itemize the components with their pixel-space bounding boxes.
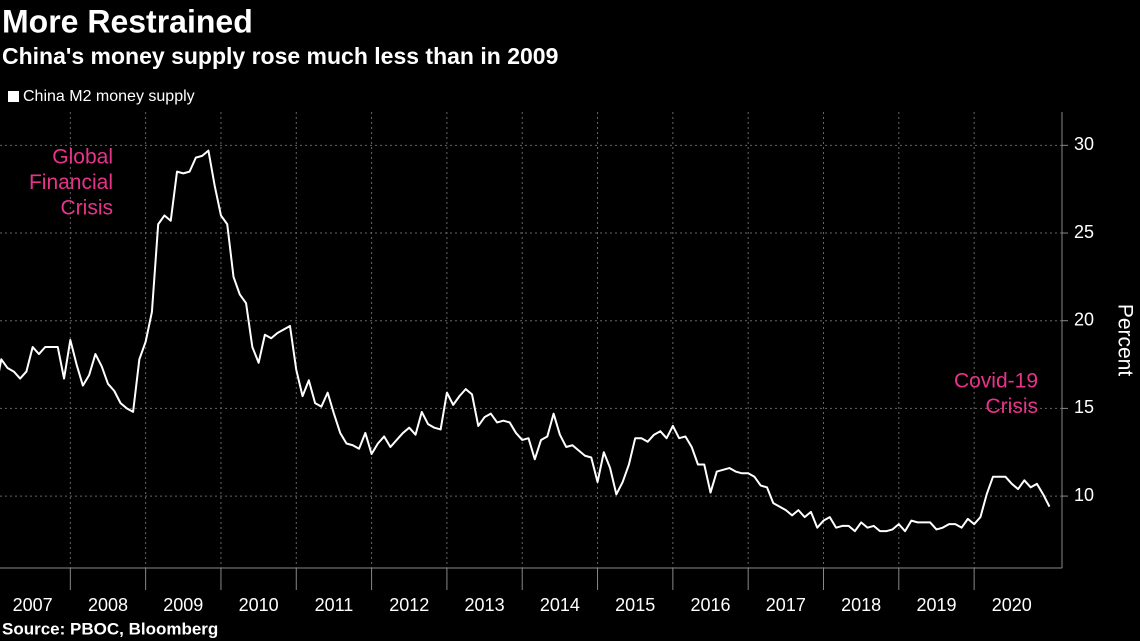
x-tick-label: 2014 [540,595,580,615]
x-tick-label: 2013 [465,595,505,615]
x-tick-label: 2007 [13,595,53,615]
data-line [0,149,1051,533]
legend-label: China M2 money supply [23,88,195,105]
x-tick-label: 2018 [841,595,881,615]
annotation: Global [52,146,113,169]
x-tick-label: 2020 [992,595,1032,615]
y-axis-label: Percent [1113,304,1136,377]
chart-subtitle: China's money supply rose much less than… [2,43,558,69]
x-tick-label: 2015 [615,595,655,615]
annotation: Crisis [61,197,114,220]
source: Source: PBOC, Bloomberg [2,619,218,638]
y-tick-label: 20 [1074,309,1094,329]
x-tick-label: 2017 [766,595,806,615]
annotation: Covid-19 [954,370,1038,393]
annotation: Financial [29,171,113,194]
legend-swatch [8,91,19,102]
chart-title: More Restrained [2,3,253,39]
y-tick-label: 15 [1074,397,1094,417]
y-tick-label: 25 [1074,222,1094,242]
y-tick-label: 30 [1074,134,1094,154]
x-tick-label: 2008 [88,595,128,615]
annotation: Crisis [986,395,1039,418]
x-tick-label: 2016 [690,595,730,615]
y-tick-label: 10 [1074,485,1094,505]
x-tick-label: 2010 [239,595,279,615]
x-tick-label: 2012 [389,595,429,615]
x-tick-label: 2009 [163,595,203,615]
x-tick-label: 2019 [916,595,956,615]
x-tick-label: 2011 [315,595,354,615]
